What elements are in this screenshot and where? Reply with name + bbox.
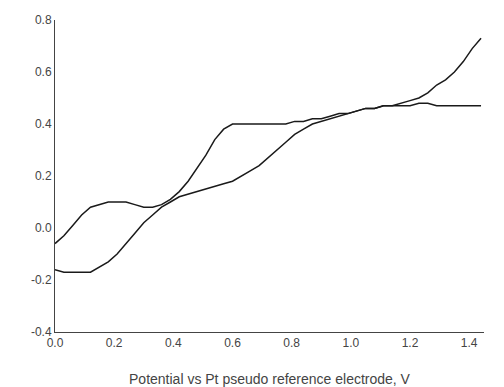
svg-text:0.0: 0.0 — [35, 221, 52, 235]
svg-text:0.0: 0.0 — [47, 336, 64, 350]
svg-text:Potential vs Pt pseudo referen: Potential vs Pt pseudo reference electro… — [129, 371, 411, 387]
svg-text:0.4: 0.4 — [35, 117, 52, 131]
svg-text:0.8: 0.8 — [35, 13, 52, 27]
svg-text:1.0: 1.0 — [343, 336, 360, 350]
svg-text:-0.4: -0.4 — [31, 325, 52, 339]
svg-text:0.6: 0.6 — [224, 336, 241, 350]
svg-text:0.6: 0.6 — [35, 65, 52, 79]
svg-text:0.8: 0.8 — [283, 336, 300, 350]
svg-text:-0.2: -0.2 — [31, 273, 52, 287]
svg-text:0.2: 0.2 — [35, 169, 52, 183]
svg-text:0.4: 0.4 — [165, 336, 182, 350]
svg-text:1.2: 1.2 — [402, 336, 419, 350]
svg-text:0.2: 0.2 — [106, 336, 123, 350]
svg-text:1.4: 1.4 — [461, 336, 478, 350]
